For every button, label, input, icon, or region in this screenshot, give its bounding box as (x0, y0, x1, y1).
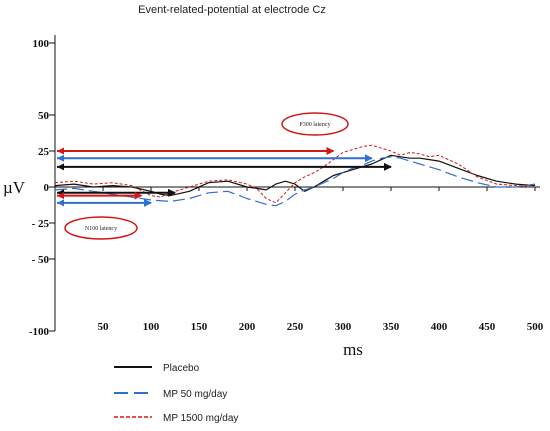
y-axis-ticks: 100 50 25 0 - 25 - 50 -100 (29, 38, 55, 338)
p300-annotation: P300 latency (281, 112, 349, 136)
series-line-0 (54, 154, 536, 197)
legend-label-mp50: MP 50 mg/day (163, 389, 227, 400)
x-axis-label: ms (343, 340, 363, 359)
x-tick-label: 100 (143, 321, 160, 333)
y-axis-label: µV (3, 178, 26, 197)
series-layer (54, 144, 536, 207)
n100-annotation: N100 latency (64, 216, 138, 240)
x-tick-label: 450 (479, 321, 496, 333)
latency-arrow-head (57, 199, 64, 207)
legend-item-mp50: MP 50 mg/day (114, 389, 227, 400)
latency-arrow-head (57, 147, 64, 155)
n100-label: N100 latency (85, 226, 117, 232)
latency-arrow-head (57, 154, 64, 162)
latency-arrow-head (57, 163, 64, 171)
p300-ellipse (281, 112, 349, 136)
y-tick-label: 25 (38, 146, 50, 158)
chart-title: Event-related-potential at electrode Cz (138, 4, 326, 16)
y-tick-label: 50 (38, 110, 50, 122)
x-tick-label: 400 (431, 321, 448, 333)
series-line-2 (54, 144, 536, 204)
x-tick-label: 250 (287, 321, 304, 333)
x-tick-label: 500 (527, 321, 544, 333)
x-tick-label: 50 (98, 321, 110, 333)
x-axis-ticks: 50 100 150 200 250 300 350 400 450 500 (98, 187, 544, 333)
x-tick-label: 350 (383, 321, 400, 333)
legend-item-placebo: Placebo (114, 363, 200, 374)
latency-arrow-head (57, 192, 64, 200)
y-tick-label: -100 (29, 326, 50, 338)
y-tick-label: 0 (44, 182, 50, 194)
legend: Placebo MP 50 mg/day MP 1500 mg/day (114, 363, 238, 424)
legend-label-mp1500: MP 1500 mg/day (163, 413, 238, 424)
x-tick-label: 300 (335, 321, 352, 333)
series-line-1 (54, 156, 536, 207)
latency-arrows (57, 147, 392, 207)
y-tick-label: 100 (33, 38, 50, 50)
p300-label: P300 latency (299, 122, 330, 128)
x-tick-label: 150 (191, 321, 208, 333)
y-tick-label: - 50 (32, 254, 50, 266)
n100-ellipse (64, 216, 138, 240)
legend-label-placebo: Placebo (163, 363, 200, 374)
legend-item-mp1500: MP 1500 mg/day (114, 413, 238, 424)
x-tick-label: 200 (239, 321, 256, 333)
y-tick-label: - 25 (32, 218, 50, 230)
